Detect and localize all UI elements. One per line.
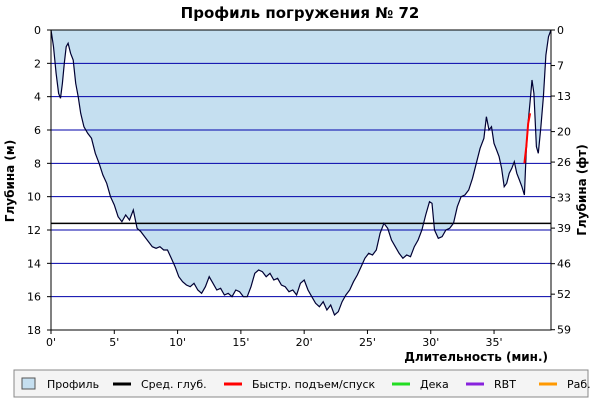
y-right-tick-label: 52	[557, 288, 571, 301]
plot-area	[50, 29, 552, 331]
y-left-tick-label: 16	[27, 291, 41, 304]
y-right-axis-ticks: 0 7 13 20 26 33 39 46 52 59	[551, 24, 571, 337]
legend-label: Раб.	[567, 378, 591, 391]
legend-item: RBT	[466, 378, 516, 391]
grid-lines	[51, 62, 551, 298]
x-axis-ticks: 0' 5' 10' 15' 20' 25' 30' 35'	[46, 330, 503, 349]
y-right-tick-label: 46	[557, 258, 571, 271]
plot-frame	[50, 29, 552, 331]
y-left-tick-label: 6	[34, 124, 41, 137]
y-left-tick-label: 12	[27, 224, 41, 237]
x-tick-label: 20'	[296, 336, 313, 349]
legend-box	[13, 369, 589, 398]
y-right-axis-title: Глубина (фт)	[575, 144, 589, 235]
y-left-axis-title: Глубина (м)	[3, 140, 17, 222]
y-right-tick-label: 59	[557, 324, 571, 337]
y-right-tick-label: 7	[557, 60, 564, 73]
x-tick-label: 15'	[232, 336, 249, 349]
legend-item: Профиль	[21, 377, 99, 391]
chart-title: Профиль погружения № 72	[181, 4, 420, 22]
profile-area	[51, 30, 551, 315]
y-left-tick-label: 10	[27, 191, 41, 204]
y-left-tick-label: 14	[27, 257, 41, 270]
x-tick-label: 35'	[486, 336, 503, 349]
y-right-tick-label: 26	[557, 156, 571, 169]
y-left-tick-label: 4	[34, 91, 41, 104]
y-right-tick-label: 0	[557, 24, 564, 37]
legend-label: RBT	[494, 378, 516, 391]
y-left-tick-label: 18	[27, 324, 41, 337]
y-left-tick-label: 0	[34, 24, 41, 37]
legend-swatch	[21, 377, 36, 390]
x-tick-label: 0'	[46, 336, 56, 349]
legend-label: Профиль	[47, 378, 99, 391]
fast-ascent-group	[523, 113, 532, 164]
y-right-tick-label: 33	[557, 192, 571, 205]
legend-label: Быстр. подъем/спуск	[252, 378, 376, 391]
x-tick-label: 5'	[109, 336, 119, 349]
legend: Профиль Сред. глуб. Быстр. подъем/спуск Дек…	[13, 369, 591, 398]
x-tick-label: 30'	[422, 336, 439, 349]
y-left-tick-label: 8	[34, 157, 41, 170]
legend-item: Раб.	[539, 378, 591, 391]
legend-label: Сред. глуб.	[141, 378, 207, 391]
legend-item: Дека	[392, 378, 449, 391]
x-tick-label: 25'	[359, 336, 376, 349]
y-left-tick-label: 2	[34, 57, 41, 70]
x-axis-title: Длительность (мин.)	[404, 350, 548, 364]
x-tick-label: 10'	[169, 336, 186, 349]
legend-item: Быстр. подъем/спуск	[224, 378, 376, 391]
profile-line	[50, 29, 552, 317]
legend-label: Дека	[420, 378, 449, 391]
y-right-tick-label: 39	[557, 222, 571, 235]
y-left-axis-ticks: 0 2 4 6 8 10 12 14 16 18	[27, 24, 51, 337]
legend-item: Сред. глуб.	[113, 378, 207, 391]
y-right-tick-label: 20	[557, 126, 571, 139]
fast-ascent-segment	[523, 113, 532, 164]
y-right-tick-label: 13	[557, 90, 571, 103]
